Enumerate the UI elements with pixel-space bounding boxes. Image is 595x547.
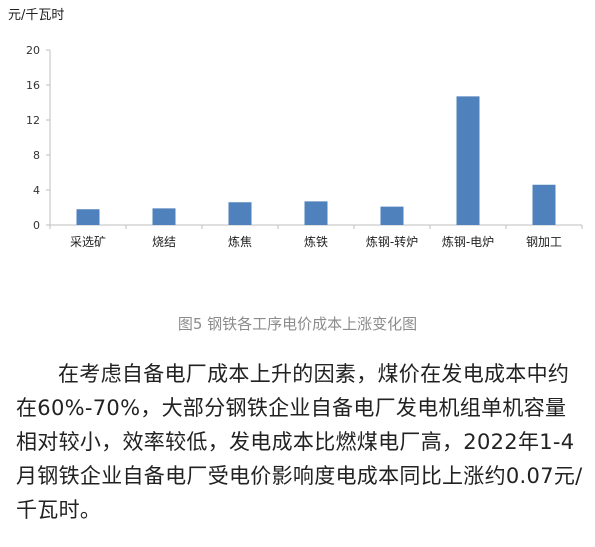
- category-label: 炼钢-电炉: [442, 234, 494, 249]
- category-label: 炼钢-转炉: [366, 234, 418, 249]
- category-label: 烧结: [152, 235, 176, 249]
- bar: [228, 202, 252, 225]
- bar: [152, 208, 176, 225]
- bar: [304, 201, 328, 225]
- bar: [76, 209, 100, 225]
- bar-chart: 0 4 8 12 16 20 采选矿 烧结 炼焦 炼铁 炼钢-转炉 炼钢-电炉 钢加工: [26, 44, 583, 249]
- bar: [380, 206, 404, 225]
- y-tick-label: 20: [26, 44, 40, 57]
- y-tick-label: 4: [33, 184, 40, 197]
- bar: [532, 184, 556, 225]
- article-paragraph: 在考虑自备电厂成本上升的因素，煤价在发电成本中约在60%-70%，大部分钢铁企业…: [16, 362, 583, 522]
- figure-caption: 图5 钢铁各工序电价成本上涨变化图: [177, 315, 418, 333]
- category-label: 采选矿: [70, 235, 106, 249]
- y-tick-label: 0: [33, 219, 40, 232]
- category-label: 钢加工: [526, 235, 562, 249]
- y-tick-label: 8: [33, 149, 40, 162]
- y-tick-label: 16: [26, 79, 40, 92]
- bar: [456, 96, 480, 225]
- category-label: 炼焦: [228, 234, 252, 249]
- category-label: 炼铁: [304, 234, 328, 249]
- y-axis-unit-label: 元/千瓦时: [8, 8, 65, 23]
- y-tick-label: 12: [26, 114, 40, 127]
